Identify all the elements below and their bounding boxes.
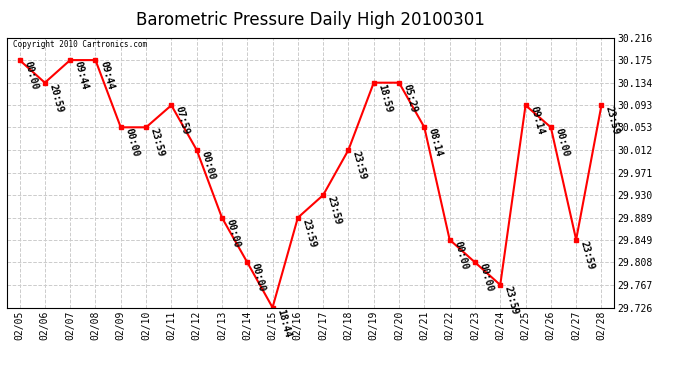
Text: 09:44: 09:44 <box>72 60 90 91</box>
Text: 23:59: 23:59 <box>148 128 166 158</box>
Text: Barometric Pressure Daily High 20100301: Barometric Pressure Daily High 20100301 <box>136 11 485 29</box>
Text: 00:00: 00:00 <box>124 128 141 158</box>
Text: 23:59: 23:59 <box>326 195 343 226</box>
Text: 07:59: 07:59 <box>174 105 191 136</box>
Text: 18:59: 18:59 <box>376 82 393 114</box>
Text: 20:59: 20:59 <box>48 82 65 114</box>
Text: 00:00: 00:00 <box>250 262 267 293</box>
Text: 23:59: 23:59 <box>503 285 520 316</box>
Text: 18:44: 18:44 <box>275 308 293 339</box>
Text: 09:14: 09:14 <box>528 105 545 136</box>
Text: 23:59: 23:59 <box>604 105 621 136</box>
Text: 00:00: 00:00 <box>553 128 571 158</box>
Text: Copyright 2010 Cartronics.com: Copyright 2010 Cartronics.com <box>13 40 147 49</box>
Text: 00:00: 00:00 <box>199 150 217 181</box>
Text: 05:29: 05:29 <box>402 82 419 114</box>
Text: 23:59: 23:59 <box>351 150 368 181</box>
Text: 00:00: 00:00 <box>224 217 241 249</box>
Text: 23:59: 23:59 <box>579 240 596 271</box>
Text: 23:59: 23:59 <box>300 217 317 249</box>
Text: 00:00: 00:00 <box>22 60 39 91</box>
Text: 09:44: 09:44 <box>98 60 115 91</box>
Text: 08:14: 08:14 <box>427 128 444 158</box>
Text: 00:00: 00:00 <box>477 262 495 293</box>
Text: 00:00: 00:00 <box>452 240 469 271</box>
